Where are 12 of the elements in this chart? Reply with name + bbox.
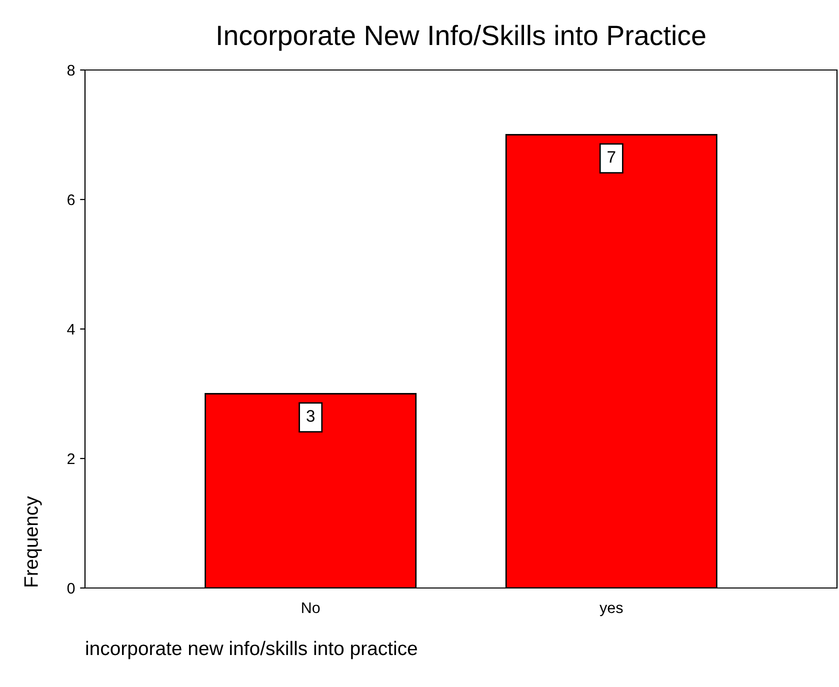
y-tick-label: 0	[67, 582, 75, 594]
data-label: 7	[608, 151, 616, 163]
data-label: 3	[306, 410, 314, 422]
chart-title: Incorporate New Info/Skills into Practice	[218, 24, 706, 51]
y-axis-title: Frequency	[24, 496, 42, 586]
y-tick-label: 6	[68, 194, 75, 206]
x-tick-label: No	[302, 602, 320, 614]
x-tick-label: yes	[600, 604, 623, 616]
y-tick-label: 4	[67, 324, 75, 335]
y-tick-label: 8	[67, 64, 75, 76]
x-axis-title: incorporate new info/skills into practice	[86, 640, 418, 660]
y-tick-label: 2	[68, 453, 75, 464]
